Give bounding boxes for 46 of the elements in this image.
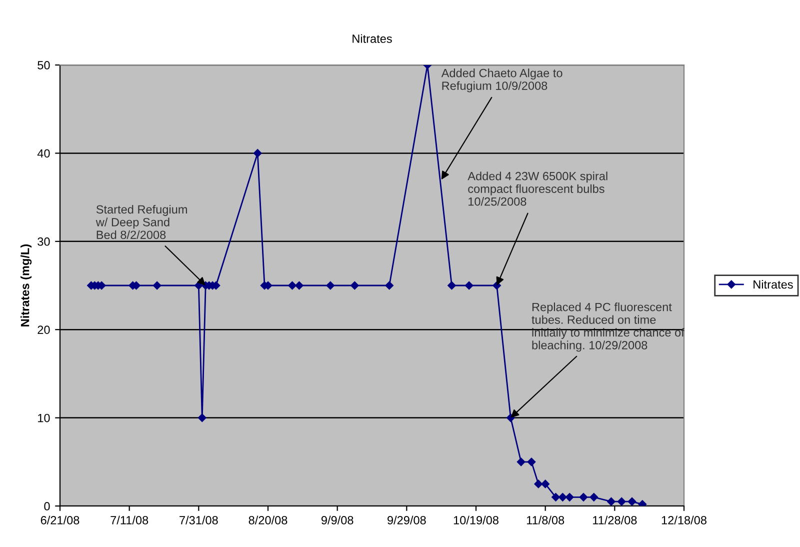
annotation: Added Chaeto Algae to Refugium 10/9/2008	[441, 68, 562, 92]
point	[295, 281, 304, 290]
point	[579, 493, 588, 502]
x-tick-label: 7/31/08	[180, 516, 218, 524]
x-tick-label: 11/28/08	[593, 516, 637, 524]
chart-title: Nitrates	[352, 34, 392, 43]
point	[198, 414, 206, 422]
point	[152, 281, 162, 290]
point	[516, 458, 526, 466]
y-tick-label: 30	[38, 237, 50, 246]
x-tick-label: 12/18/08	[662, 516, 706, 524]
point	[448, 281, 456, 290]
point	[253, 149, 262, 158]
y-tick-label: 50	[38, 61, 50, 70]
annotation: Started Refugium w/ Deep Sand Bed 8/2/2008	[96, 204, 187, 240]
y-tick-label: 40	[37, 149, 50, 158]
point	[558, 493, 567, 502]
point	[326, 281, 335, 290]
legend-label: Nitrates	[754, 280, 793, 289]
point	[590, 493, 598, 502]
x-tick-label: 7/11/08	[110, 516, 148, 524]
y-tick-label: 0	[44, 502, 50, 510]
x-tick-label: 6/21/08	[40, 516, 80, 524]
point	[464, 281, 474, 290]
point	[552, 493, 560, 502]
point	[350, 281, 359, 290]
x-tick-label: 9/9/08	[321, 516, 354, 524]
x-tick-label: 8/20/08	[248, 516, 288, 524]
point	[617, 497, 626, 506]
annotation: Added 4 23W 6500K spiral compact fluorescent bulbs 10/25/2008	[468, 172, 608, 206]
x-tick-label: 10/19/08	[454, 516, 498, 524]
point	[534, 480, 543, 488]
annotation: Replaced 4 PC fluorescent tubes. Reduced on time initially to minimize chance of bleaching. 10/29/2008	[532, 302, 684, 352]
y-axis-title: Nitrates (mg/L)	[20, 244, 32, 326]
x-tick-label: 9/29/08	[388, 516, 426, 524]
point	[385, 281, 394, 290]
point	[541, 480, 550, 488]
x-tick-label: 11/8/08	[526, 516, 564, 524]
point	[628, 497, 636, 506]
point	[565, 493, 574, 502]
y-tick-label: 10	[38, 414, 50, 422]
point	[607, 497, 616, 506]
point	[506, 414, 515, 422]
y-tick-label: 20	[38, 326, 50, 334]
point	[288, 281, 296, 290]
point	[527, 458, 536, 466]
